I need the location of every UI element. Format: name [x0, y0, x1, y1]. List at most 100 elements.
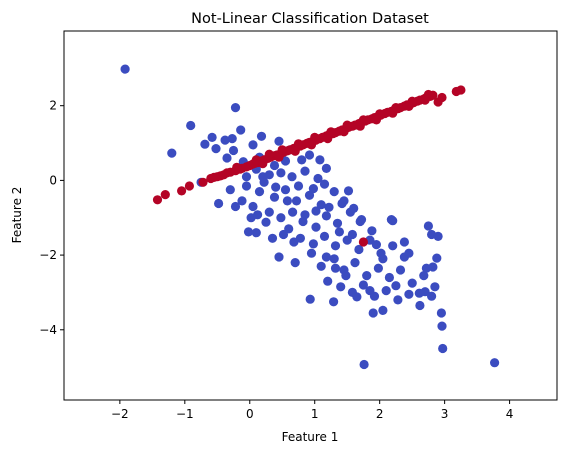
data-point: [367, 226, 377, 236]
y-tick-label: −4: [39, 323, 57, 337]
x-axis-title: Feature 1: [282, 430, 339, 444]
data-point: [251, 228, 261, 238]
data-point: [280, 185, 291, 195]
data-point: [388, 216, 398, 226]
data-point: [319, 231, 330, 241]
data-point: [258, 172, 268, 182]
data-point: [337, 198, 347, 209]
data-point: [350, 258, 360, 268]
data-point: [186, 120, 196, 131]
data-point: [404, 101, 414, 111]
data-point: [160, 190, 170, 200]
data-point: [225, 185, 235, 195]
data-point: [323, 134, 333, 144]
data-point: [437, 321, 447, 331]
data-point: [316, 200, 326, 210]
data-point: [256, 131, 267, 141]
data-point: [388, 108, 398, 118]
data-point: [378, 254, 388, 264]
data-point: [423, 221, 433, 231]
data-point: [365, 286, 375, 296]
data-point: [321, 163, 331, 173]
data-point: [274, 136, 284, 146]
data-point: [261, 217, 271, 227]
data-point: [300, 210, 310, 220]
data-point: [305, 294, 315, 304]
data-point: [430, 282, 440, 292]
data-point: [324, 202, 334, 212]
data-point: [428, 262, 438, 272]
data-point: [319, 179, 330, 189]
data-point: [198, 177, 208, 187]
data-point: [339, 127, 349, 137]
data-point: [347, 229, 357, 240]
data-point: [362, 271, 372, 281]
data-point: [311, 222, 321, 232]
data-point: [407, 278, 417, 288]
data-point: [404, 248, 414, 258]
data-point: [358, 237, 368, 247]
data-point: [269, 160, 280, 171]
data-point: [420, 287, 430, 297]
data-point: [120, 64, 130, 74]
data-point: [343, 186, 354, 196]
data-point: [167, 148, 177, 158]
data-point: [267, 233, 278, 243]
y-axis: −4 −2 0 2: [39, 99, 64, 337]
data-point: [243, 227, 254, 237]
data-point: [219, 170, 229, 180]
data-point: [415, 300, 425, 311]
data-point: [311, 206, 321, 216]
data-point: [388, 241, 398, 251]
data-point: [220, 135, 230, 145]
data-point: [356, 215, 367, 225]
data-point: [289, 237, 299, 247]
data-point: [384, 272, 394, 283]
data-point: [341, 271, 351, 281]
data-point: [276, 168, 286, 178]
data-point: [304, 150, 315, 160]
chart-title: Not-Linear Classification Dataset: [191, 11, 429, 27]
data-point: [352, 292, 362, 302]
data-point: [354, 244, 364, 255]
data-point: [326, 127, 336, 137]
data-point: [330, 241, 341, 251]
data-point: [253, 210, 263, 220]
data-point: [274, 252, 284, 262]
data-point: [282, 196, 292, 206]
data-point: [274, 152, 284, 162]
data-point: [381, 286, 391, 296]
y-tick-label: 0: [49, 173, 57, 187]
data-point: [334, 227, 344, 237]
data-point: [419, 271, 429, 281]
data-point: [433, 231, 443, 241]
x-tick-label: −2: [111, 407, 129, 421]
data-point: [329, 187, 339, 197]
x-tick-label: 3: [441, 407, 449, 421]
data-point: [378, 305, 388, 315]
data-point: [329, 254, 339, 264]
data-point: [237, 196, 247, 206]
x-tick-label: −1: [176, 407, 194, 421]
data-point: [371, 240, 381, 250]
x-tick-label: 0: [246, 407, 254, 421]
data-point: [288, 207, 298, 217]
data-point: [287, 172, 297, 182]
data-point: [269, 192, 280, 202]
data-point: [332, 218, 343, 228]
data-point: [236, 125, 246, 135]
data-point: [248, 140, 258, 150]
x-tick-label: 4: [506, 407, 514, 421]
y-tick-label: −2: [39, 248, 57, 262]
data-point: [336, 282, 346, 292]
data-point: [184, 181, 194, 191]
data-point: [349, 203, 359, 213]
data-point: [308, 239, 318, 249]
plot-frame: [63, 30, 558, 401]
data-point: [436, 308, 446, 318]
data-point: [373, 263, 383, 273]
data-point: [276, 213, 286, 223]
data-point: [214, 198, 224, 209]
data-point: [248, 201, 258, 212]
